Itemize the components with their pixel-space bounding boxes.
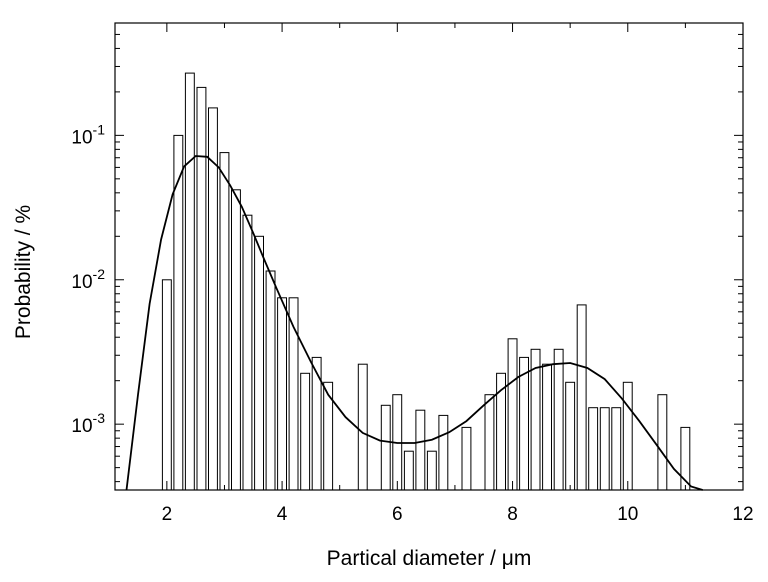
- histogram-bar: [403, 450, 414, 491]
- histogram-bar: [565, 381, 576, 491]
- histogram-bar: [380, 404, 391, 491]
- histogram-bar: [484, 394, 495, 491]
- y-tick-label: 10-2: [71, 266, 105, 293]
- histogram-bar: [611, 407, 622, 491]
- histogram-bar: [576, 304, 587, 491]
- x-axis-title: Partical diameter / μm: [327, 547, 532, 570]
- histogram-bar: [242, 214, 253, 491]
- y-tick-label: 10-3: [71, 410, 105, 437]
- plot-frame: [114, 22, 744, 491]
- x-tick-label: 4: [277, 504, 288, 525]
- histogram-bar: [542, 363, 552, 491]
- x-axis: 2 4 6 8 10 12: [162, 23, 754, 525]
- histogram-bar: [161, 279, 172, 491]
- fit-curve-line: [125, 155, 703, 491]
- histogram-bar: [426, 450, 437, 491]
- histogram-bar: [265, 270, 276, 491]
- histogram-bar: [184, 72, 195, 491]
- histogram-bar: [438, 414, 449, 491]
- histogram-bar: [519, 356, 529, 491]
- histogram-bar: [231, 189, 241, 491]
- histogram-bar: [415, 409, 426, 491]
- histogram-bar: [219, 152, 230, 491]
- histogram-bar: [357, 363, 368, 491]
- histogram-bar: [588, 407, 599, 491]
- y-axis-title: Probability / %: [12, 205, 35, 339]
- x-tick-label: 2: [162, 504, 173, 525]
- x-tick-label: 6: [392, 504, 403, 525]
- histogram-bar: [622, 381, 633, 491]
- histogram-bar: [507, 338, 518, 491]
- x-tick-label: 8: [507, 504, 518, 525]
- histogram-bar: [300, 372, 311, 491]
- y-tick-label: 10-1: [71, 121, 105, 148]
- histogram-bar: [599, 407, 610, 491]
- y-axis: 10-1 10-2 10-3: [71, 33, 743, 483]
- histogram-bar: [196, 86, 207, 491]
- x-tick-label: 12: [732, 504, 753, 525]
- histogram-bar: [461, 426, 472, 491]
- x-tick-label: 10: [617, 504, 638, 525]
- histogram-bar: [553, 348, 564, 491]
- histogram-bars: [161, 72, 691, 491]
- histogram-bar: [657, 394, 668, 491]
- histogram-bar: [277, 297, 288, 491]
- histogram-bar: [254, 235, 265, 491]
